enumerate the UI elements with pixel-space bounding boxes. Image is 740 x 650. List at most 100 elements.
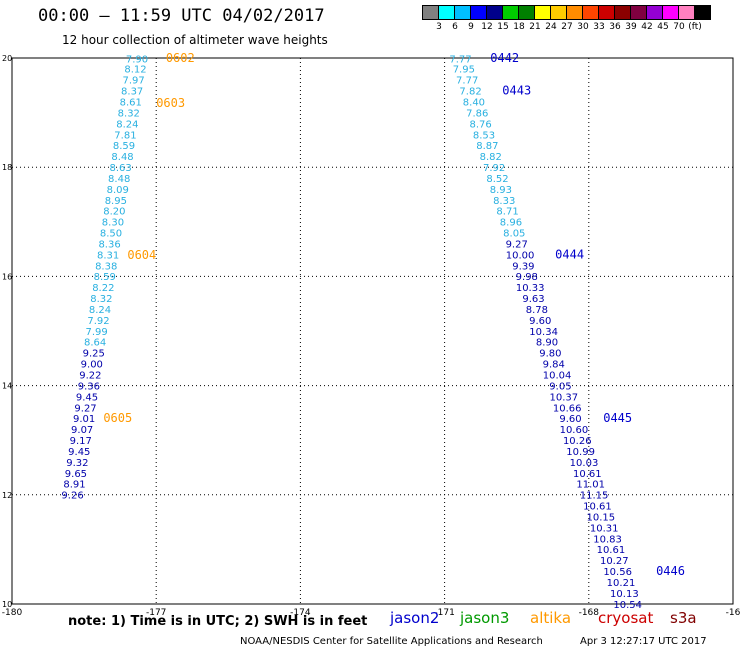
data-label-altika: 8.48 [111, 152, 133, 163]
time-label: 0446 [656, 564, 685, 578]
colorbar-label: 70 [673, 22, 685, 32]
data-label-altika-dark: 9.25 [83, 349, 105, 360]
satellite-altika: altika [530, 609, 572, 627]
data-label-jason2-dark: 9.63 [522, 294, 544, 305]
data-label-jason2-dark: 9.98 [516, 272, 538, 283]
footer-credit: NOAA/NESDIS Center for Satellite Applica… [240, 636, 543, 647]
time-label: 0442 [490, 51, 519, 65]
data-label-jason2-dark: 10.13 [610, 589, 639, 600]
data-label-jason2-dark: 9.60 [529, 316, 551, 327]
colorbar-swatch [694, 5, 711, 20]
data-label-jason2: 8.76 [470, 119, 492, 130]
y-tick-label: 14 [2, 382, 12, 391]
x-tick-label: -171 [434, 608, 454, 618]
time-label: 0604 [127, 248, 156, 262]
satellite-jason2: jason2 [390, 609, 440, 627]
time-label: 0605 [103, 411, 132, 425]
data-label-jason2-dark: 10.66 [553, 403, 582, 414]
x-tick-label: -168 [579, 608, 600, 618]
data-label-altika-dark: 9.00 [81, 360, 103, 371]
data-label-jason2: 7.95 [453, 65, 475, 76]
data-label-jason2-dark: 10.15 [586, 512, 615, 523]
data-label-jason2: 7.82 [459, 87, 481, 98]
data-label-jason2-dark: 9.39 [512, 261, 534, 272]
time-label: 0602 [166, 51, 195, 65]
satellite-cryosat: cryosat [598, 609, 654, 627]
colorbar-label: 27 [561, 22, 573, 32]
data-label-altika-dark: 9.01 [73, 414, 95, 425]
plot-frame [11, 57, 734, 605]
data-label-jason2-dark: 10.27 [600, 556, 629, 567]
data-label-jason2: 8.52 [486, 174, 508, 185]
data-label-altika-dark: 9.22 [79, 371, 101, 382]
colorbar-label: 24 [545, 22, 557, 32]
data-label-altika: 8.30 [102, 218, 124, 229]
satellite-jason3: jason3 [460, 609, 510, 627]
colorbar-label: 33 [593, 22, 605, 32]
data-label-jason2-dark: 10.34 [529, 327, 558, 338]
data-label-jason2: 8.87 [476, 141, 498, 152]
data-label-jason2-dark: 10.37 [549, 392, 578, 403]
data-label-jason2-dark: 9.84 [543, 360, 565, 371]
data-label-jason2-dark: 10.56 [603, 567, 632, 578]
colorbar [422, 5, 711, 20]
data-label-jason2: 8.53 [473, 130, 495, 141]
colorbar-label: 3 [436, 22, 442, 32]
data-label-jason2-dark: 10.60 [560, 425, 589, 436]
time-label: 0603 [156, 96, 185, 110]
colorbar-label: 15 [497, 22, 509, 32]
colorbar-label: 30 [577, 22, 589, 32]
data-label-altika: 8.24 [116, 119, 138, 130]
data-label-jason2: 8.33 [493, 196, 515, 207]
data-label-jason2-dark: 10.21 [607, 578, 636, 589]
data-label-jason2-dark: 9.27 [506, 239, 528, 250]
data-label-jason2-dark: 10.31 [590, 523, 619, 534]
colorbar-labels: 3 6 9 12 15 18 21 24 27 30 33 36 39 42 45 70 (ft) [422, 22, 740, 34]
data-label-altika-dark: 9.17 [70, 436, 92, 447]
data-label-altika: 8.50 [100, 229, 122, 240]
data-label-altika-dark: 9.07 [71, 425, 93, 436]
data-label-altika: 8.95 [105, 196, 127, 207]
data-label-jason2-dark: 10.04 [543, 371, 572, 382]
data-label-jason2-dark: 10.99 [566, 447, 595, 458]
data-label-altika: 8.59 [113, 141, 135, 152]
data-label-altika: 7.97 [122, 76, 144, 87]
data-label-jason2: 8.93 [490, 185, 512, 196]
data-label-jason2-dark: 10.33 [516, 283, 545, 294]
y-tick-label: 16 [2, 272, 12, 281]
y-tick-label: 18 [2, 163, 12, 172]
colorbar-label: (ft) [688, 22, 702, 32]
y-tick-label: 20 [2, 54, 12, 63]
x-tick-label: -174 [290, 608, 311, 618]
data-label-jason2-dark: 11.01 [576, 480, 605, 491]
data-label-jason2-dark: 8.90 [536, 338, 558, 349]
colorbar-label: 36 [609, 22, 621, 32]
data-label-altika-dark: 9.36 [78, 381, 100, 392]
data-label-altika: 8.09 [107, 185, 129, 196]
data-label-altika: 8.31 [97, 250, 119, 261]
data-label-altika-dark: 9.45 [68, 447, 90, 458]
data-label-jason2-dark: 10.00 [506, 250, 535, 261]
data-label-jason2: 8.40 [463, 98, 485, 109]
colorbar-label: 45 [657, 22, 669, 32]
data-label-altika-dark: 9.27 [74, 403, 96, 414]
data-label-jason2: 7.77 [456, 76, 478, 87]
colorbar-label: 39 [625, 22, 637, 32]
data-label-altika-dark: 9.45 [76, 392, 98, 403]
time-label: 0444 [555, 247, 584, 261]
data-label-altika: 8.48 [108, 174, 130, 185]
data-label-jason2-dark: 10.61 [573, 469, 602, 480]
x-tick-label: -177 [146, 608, 166, 618]
data-label-altika: 7.90 [126, 54, 148, 65]
data-label-jason2-dark: 9.80 [539, 349, 561, 360]
footer-date: Apr 3 12:27:17 UTC 2017 [580, 636, 707, 647]
x-tick-label: -180 [2, 608, 23, 618]
data-label-altika-dark: 8.91 [63, 480, 85, 491]
chart-subtitle: 12 hour collection of altimeter wave hei… [62, 33, 328, 47]
data-label-jason2: 7.86 [466, 108, 488, 119]
data-label-jason2-dark: 10.61 [583, 502, 612, 513]
data-label-jason2: 8.71 [496, 207, 518, 218]
data-label-altika: 8.61 [120, 98, 142, 109]
data-label-altika: 8.20 [103, 207, 125, 218]
